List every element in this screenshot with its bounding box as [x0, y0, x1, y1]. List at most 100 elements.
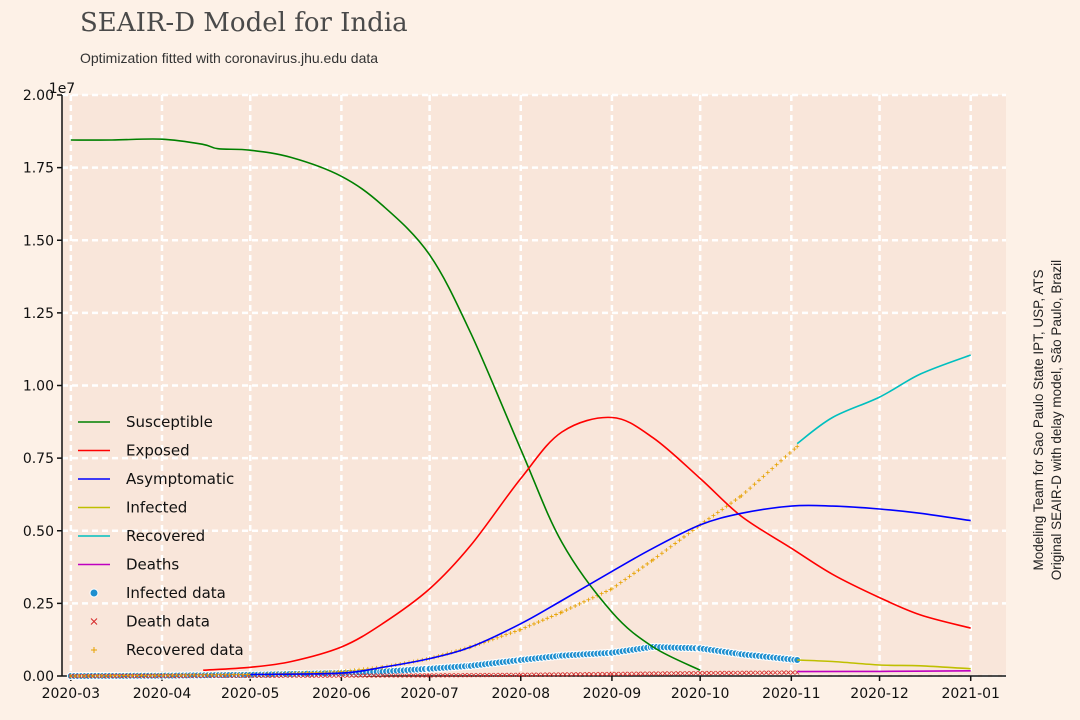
data-point [540, 672, 546, 677]
data-point [362, 673, 368, 678]
data-point [719, 670, 725, 676]
data-point [349, 673, 354, 678]
data-point [590, 595, 595, 600]
data-point [636, 568, 641, 573]
data-point [511, 672, 516, 678]
data-point [779, 458, 784, 463]
data-point [544, 672, 550, 677]
data-point [232, 672, 237, 677]
scatter-death-data [68, 670, 800, 679]
data-point [143, 673, 148, 678]
data-point [604, 589, 609, 594]
data-point [768, 670, 774, 675]
data-point [752, 482, 757, 487]
data-point [489, 672, 494, 678]
x-tick-label: 2020-05 [221, 686, 280, 702]
legend-label: Asymptomatic [126, 470, 234, 488]
data-point [518, 627, 523, 632]
data-point [720, 507, 725, 512]
data-point [497, 672, 503, 678]
data-point [750, 670, 756, 676]
x-tick-label: 2020-03 [42, 686, 101, 702]
data-point [522, 672, 528, 678]
data-point [681, 534, 686, 539]
data-point [549, 672, 554, 677]
data-point [733, 670, 738, 676]
x-tick-label: 2020-11 [762, 686, 821, 702]
data-point [659, 551, 664, 556]
data-point [397, 673, 403, 678]
data-point [183, 673, 188, 678]
data-point [531, 672, 537, 677]
series-layer [66, 138, 971, 680]
data-point [179, 673, 184, 678]
data-point [402, 673, 407, 678]
data-point [480, 672, 485, 678]
data-point [618, 580, 623, 585]
data-point [458, 672, 463, 678]
data-point [577, 601, 582, 606]
data-point [436, 673, 441, 678]
data-point [493, 672, 499, 678]
data-point [568, 605, 573, 610]
x-tick-label: 2020-09 [583, 686, 642, 702]
data-point [344, 673, 350, 678]
data-point [130, 673, 135, 678]
data-point [495, 635, 500, 640]
data-point [640, 565, 645, 570]
data-point [567, 672, 572, 677]
x-tick-label: 2021-01 [941, 686, 1000, 702]
data-point [449, 672, 454, 678]
data-point [765, 470, 770, 475]
data-point [770, 466, 775, 471]
data-point [240, 672, 245, 677]
data-point [86, 673, 91, 678]
data-point [558, 672, 563, 677]
data-point [205, 672, 210, 677]
data-point [214, 672, 219, 677]
data-point [453, 672, 459, 678]
x-tick-label: 2020-06 [312, 686, 371, 702]
data-point [597, 671, 603, 677]
data-point [95, 673, 100, 678]
data-point [559, 610, 564, 615]
data-point [724, 670, 729, 676]
data-point [737, 670, 743, 676]
data-point [584, 671, 590, 677]
data-point [393, 673, 399, 678]
data-point [702, 670, 707, 676]
data-point [711, 670, 716, 676]
data-point [415, 673, 421, 678]
data-point [152, 673, 157, 678]
data-point [599, 591, 604, 596]
data-point [508, 631, 513, 636]
data-point [112, 673, 117, 678]
data-point [627, 671, 632, 677]
data-point [471, 672, 476, 678]
data-point [389, 673, 394, 678]
data-point [475, 672, 481, 678]
data-point [614, 671, 619, 677]
data-point [358, 673, 363, 678]
legend-swatch [90, 618, 98, 625]
data-point [571, 672, 576, 677]
data-point [711, 513, 716, 518]
data-point [484, 672, 490, 678]
data-point [90, 673, 95, 678]
data-point [580, 671, 585, 677]
data-point [756, 478, 761, 483]
legend-item: Recovered [78, 527, 205, 545]
data-point [157, 673, 162, 678]
y-tick-label: 1.75 [23, 161, 54, 177]
y-tick-label: 0.50 [23, 524, 54, 540]
data-point [121, 673, 126, 678]
data-point [161, 673, 166, 678]
data-point [139, 673, 144, 678]
data-point [431, 673, 437, 678]
data-point [549, 614, 554, 619]
data-point [792, 447, 797, 452]
series-line-recovered [796, 354, 971, 445]
legend-item: Infected data [89, 584, 226, 602]
y-tick-label: 1.50 [23, 233, 54, 249]
data-point [406, 673, 412, 678]
